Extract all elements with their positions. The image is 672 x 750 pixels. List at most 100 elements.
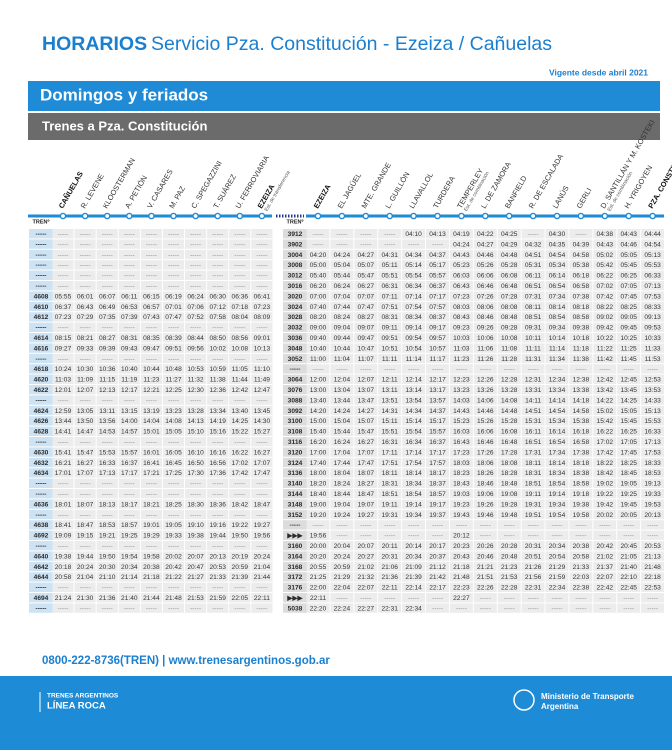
row-band	[306, 291, 665, 301]
time-cell: 04:13	[429, 231, 446, 238]
time-cell: 15:34	[549, 418, 566, 425]
time-cell: -----	[102, 397, 113, 404]
time-cell: 05:44	[334, 273, 351, 280]
time-cell: 16:25	[620, 429, 637, 436]
train-cell	[29, 561, 53, 572]
time-cell: -----	[124, 241, 135, 248]
time-cell: 17:47	[358, 460, 375, 467]
time-cell: 08:48	[501, 314, 518, 321]
ministry-emblem	[513, 689, 535, 711]
time-cell: -----	[336, 231, 347, 238]
time-cell: 14:14	[549, 397, 566, 404]
time-cell: -----	[256, 585, 267, 592]
time-cell: 09:05	[620, 314, 637, 321]
train-cell	[283, 468, 307, 478]
time-cell: -----	[234, 512, 245, 519]
time-cell: 16:14	[549, 429, 566, 436]
time-cell: 19:34	[549, 501, 566, 508]
time-cell: 07:47	[358, 304, 375, 311]
time-cell: 17:07	[77, 470, 94, 477]
row-band	[306, 582, 665, 592]
time-cell: -----	[80, 512, 91, 519]
train-cell	[283, 603, 307, 613]
time-cell: 16:11	[525, 429, 541, 436]
time-cell: 22:26	[477, 585, 494, 592]
time-cell: 06:49	[99, 304, 116, 311]
time-cell: 22:00	[310, 585, 327, 592]
time-cell: 22:17	[429, 585, 446, 592]
time-cell: -----	[146, 585, 157, 592]
time-cell: 19:51	[525, 512, 542, 519]
train-number: 4622	[34, 387, 49, 394]
time-cell: -----	[168, 283, 179, 290]
time-cell: 08:34	[405, 314, 422, 321]
time-cell: 06:07	[99, 293, 116, 300]
time-cell: 12:07	[77, 387, 94, 394]
time-cell: 04:37	[429, 252, 446, 259]
time-cell: -----	[360, 231, 371, 238]
time-cell: -----	[190, 397, 201, 404]
time-cell: 20:38	[143, 564, 160, 571]
time-cell: 19:02	[597, 481, 614, 488]
time-cell: 14:06	[477, 397, 494, 404]
time-cell: -----	[432, 366, 443, 373]
time-cell: 20:42	[165, 564, 182, 571]
time-cell: -----	[575, 366, 586, 373]
time-cell: 19:26	[477, 501, 494, 508]
time-cell: -----	[552, 522, 563, 529]
time-cell: 19:22	[232, 522, 249, 529]
time-cell: 20:05	[620, 512, 637, 519]
time-cell: 18:25	[165, 501, 182, 508]
time-cell: -----	[212, 543, 223, 550]
time-cell: -----	[80, 231, 91, 238]
time-cell: -----	[256, 241, 267, 248]
time-cell: 13:38	[573, 387, 590, 394]
time-cell: 11:42	[597, 356, 613, 363]
time-cell: -----	[146, 325, 157, 332]
time-cell: 10:40	[310, 345, 327, 352]
title: Servicio Pza. Constitución - Ezeiza / Ca…	[151, 33, 552, 55]
time-cell: 19:42	[597, 501, 614, 508]
time-cell: -----	[58, 325, 69, 332]
time-cell: 21:48	[165, 595, 182, 602]
train-cell	[283, 353, 307, 364]
row-band	[306, 385, 665, 395]
time-cell: 22:27	[358, 605, 375, 612]
time-cell: 15:05	[620, 408, 637, 415]
time-cell: 09:47	[358, 335, 375, 342]
time-cell: -----	[190, 262, 201, 269]
time-cell: 07:04	[334, 293, 351, 300]
time-cell: 19:22	[597, 491, 614, 498]
train-number: -----	[36, 356, 47, 363]
time-cell: -----	[124, 543, 135, 550]
time-cell: 17:21	[143, 470, 160, 477]
time-cell: 06:30	[209, 293, 226, 300]
time-cell: -----	[102, 262, 113, 269]
time-cell: 19:33	[644, 491, 661, 498]
time-cell: 05:31	[525, 262, 542, 269]
time-cell: 21:33	[573, 564, 590, 571]
train-number: 4640	[34, 553, 49, 560]
time-cell: 22:14	[405, 585, 422, 592]
time-cell: 04:51	[525, 252, 542, 259]
train-number: -----	[36, 439, 47, 446]
time-cell: 17:04	[334, 449, 351, 456]
time-cell: 06:20	[310, 283, 327, 290]
time-cell: 22:11	[382, 585, 398, 592]
time-cell: 12:36	[209, 387, 226, 394]
validity: Vigente desde abril 2021	[549, 67, 648, 77]
time-cell: -----	[384, 241, 395, 248]
time-cell: 04:48	[501, 252, 518, 259]
time-cell: 16:18	[573, 429, 590, 436]
time-cell: 11:00	[310, 356, 326, 363]
time-cell: -----	[58, 397, 69, 404]
station-dot	[649, 212, 656, 220]
time-cell: 19:08	[501, 491, 518, 498]
time-cell: -----	[336, 595, 347, 602]
time-cell: -----	[480, 522, 491, 529]
time-cell: 19:29	[143, 533, 160, 540]
time-cell: -----	[124, 481, 135, 488]
time-cell: 16:51	[525, 439, 542, 446]
time-cell: 19:28	[501, 501, 518, 508]
time-cell: 14:22	[597, 397, 614, 404]
